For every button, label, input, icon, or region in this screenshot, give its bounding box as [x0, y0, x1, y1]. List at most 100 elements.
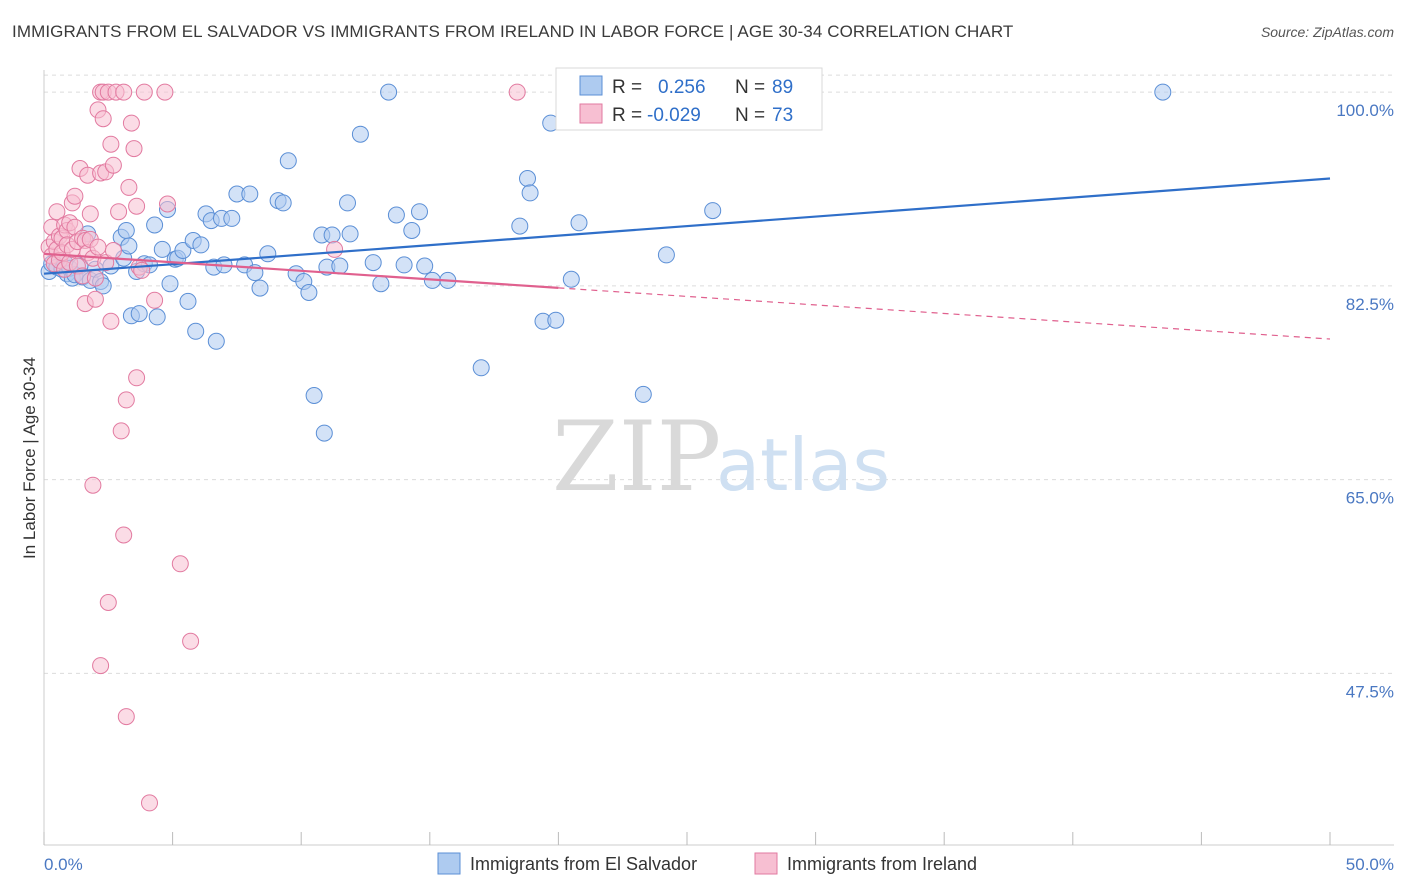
y-tick-label: 82.5%: [1346, 295, 1394, 314]
bottom-legend-label-el-salvador: Immigrants from El Salvador: [470, 854, 697, 874]
point-ireland: [125, 140, 143, 158]
point-ireland: [122, 114, 140, 132]
point-el-salvador: [657, 246, 675, 264]
point-el-salvador: [315, 424, 333, 442]
point-el-salvador: [704, 202, 722, 220]
trend-line-ireland: [43, 252, 559, 289]
stats-n-label-blue: N =: [735, 77, 765, 98]
point-ireland: [102, 135, 120, 153]
stats-n-value-blue: 89: [772, 77, 793, 98]
stats-n-label-pink: N =: [735, 105, 765, 126]
point-el-salvador: [120, 237, 138, 255]
point-el-salvador: [323, 226, 341, 244]
y-tick-label: 47.5%: [1346, 682, 1394, 701]
point-el-salvador: [387, 206, 405, 224]
point-el-salvador: [634, 385, 652, 403]
bottom-legend-swatch-blue: [437, 852, 461, 875]
point-ireland: [66, 187, 84, 205]
point-el-salvador: [207, 332, 225, 350]
point-ireland: [146, 291, 164, 309]
point-el-salvador: [161, 275, 179, 293]
point-el-salvador: [174, 242, 192, 259]
point-ireland: [104, 156, 122, 174]
point-el-salvador: [251, 279, 269, 297]
point-ireland: [110, 203, 128, 221]
x-tick-label-min: 0.0%: [44, 855, 83, 874]
point-ireland: [89, 238, 107, 256]
stats-r-value-pink: -0.029: [647, 105, 701, 126]
point-el-salvador: [395, 256, 413, 274]
point-el-salvador: [117, 222, 135, 239]
point-el-salvador: [331, 257, 349, 275]
watermark-zip: ZIP: [552, 401, 721, 513]
series-ireland-points: [40, 83, 526, 812]
point-ireland: [156, 83, 174, 101]
bottom-legend-swatch-pink: [754, 852, 778, 875]
x-tick-label-max: 50.0%: [1346, 855, 1394, 874]
point-el-salvador: [416, 257, 434, 275]
point-ireland: [115, 526, 133, 544]
axes: [43, 70, 1394, 846]
stats-r-label-pink: R =: [612, 105, 642, 126]
point-ireland: [86, 290, 104, 308]
point-el-salvador: [300, 284, 318, 301]
point-ireland: [92, 657, 110, 675]
trend-line-ireland-extrapolated: [558, 287, 1331, 340]
point-ireland: [115, 83, 133, 101]
x-axis-ticks: [43, 832, 1331, 845]
trend-lines: [43, 177, 1331, 340]
stats-legend-swatch-blue: [579, 75, 603, 96]
point-ireland: [182, 632, 200, 650]
point-ireland: [128, 197, 146, 215]
point-ireland: [326, 240, 344, 258]
point-ireland: [117, 708, 135, 726]
point-el-salvador: [562, 270, 580, 288]
point-el-salvador: [339, 194, 356, 212]
point-ireland: [102, 312, 120, 330]
point-ireland: [94, 110, 112, 128]
stats-n-value-pink: 73: [772, 105, 793, 126]
point-el-salvador: [364, 254, 382, 272]
stats-legend: R = 0.256 N = 89 R = -0.029 N = 73: [555, 67, 823, 131]
point-el-salvador: [259, 245, 277, 263]
point-el-salvador: [372, 275, 390, 293]
watermark-atlas: atlas: [716, 423, 890, 507]
point-ireland: [104, 242, 122, 259]
bottom-legend: Immigrants from El Salvador Immigrants f…: [437, 852, 977, 875]
point-el-salvador: [130, 305, 148, 323]
point-ireland: [141, 794, 158, 812]
stats-r-label-blue: R =: [612, 77, 642, 98]
point-el-salvador: [148, 308, 166, 326]
point-ireland: [117, 391, 135, 409]
chart-title: IMMIGRANTS FROM EL SALVADOR VS IMMIGRANT…: [12, 22, 1014, 41]
point-ireland: [48, 203, 66, 221]
point-ireland: [171, 555, 189, 573]
point-el-salvador: [351, 125, 369, 143]
point-el-salvador: [241, 185, 259, 203]
point-el-salvador: [1154, 83, 1172, 101]
bottom-legend-label-ireland: Immigrants from Ireland: [787, 854, 977, 874]
x-axis-tick-labels: 0.0% 50.0%: [44, 855, 1394, 874]
series-el-salvador-points: [40, 83, 1172, 442]
point-ireland: [133, 261, 151, 279]
point-ireland: [159, 195, 176, 213]
y-axis-label: In Labor Force | Age 30-34: [20, 357, 39, 559]
point-el-salvador: [547, 311, 565, 329]
gridlines: [44, 74, 1394, 674]
point-ireland: [120, 178, 138, 196]
y-axis-tick-labels: 47.5% 65.0% 82.5% 100.0%: [1336, 101, 1394, 701]
point-el-salvador: [521, 184, 539, 202]
point-ireland: [135, 83, 153, 101]
watermark: ZIP atlas: [552, 401, 890, 513]
point-el-salvador: [223, 209, 241, 227]
point-el-salvador: [305, 387, 323, 404]
point-el-salvador: [341, 225, 359, 243]
point-ireland: [112, 422, 130, 440]
point-el-salvador: [187, 322, 205, 340]
point-ireland: [99, 594, 117, 611]
point-ireland: [84, 476, 102, 494]
point-el-salvador: [472, 359, 490, 377]
point-el-salvador: [403, 222, 421, 239]
stats-legend-swatch-pink: [579, 103, 603, 124]
source-credit: Source: ZipAtlas.com: [1260, 24, 1394, 40]
